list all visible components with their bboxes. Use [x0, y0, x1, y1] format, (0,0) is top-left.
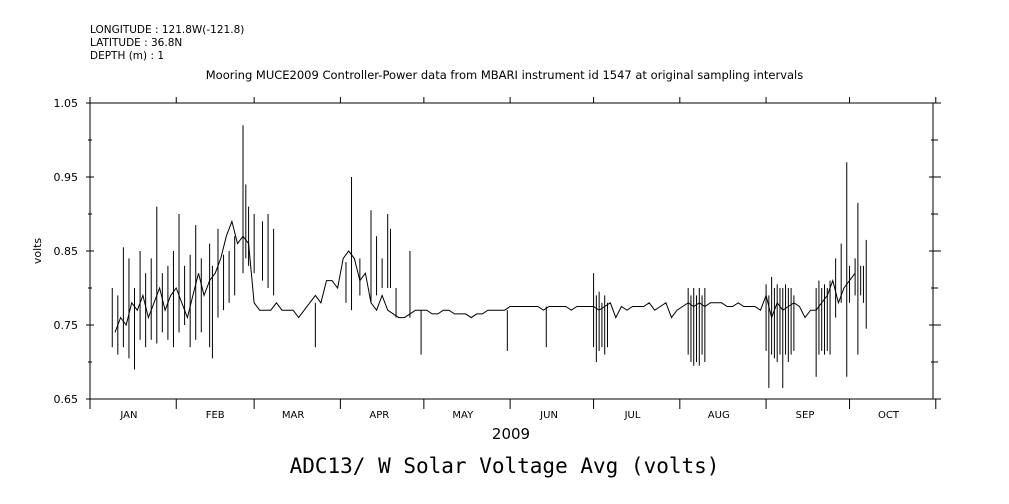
y-tick-label: 0.65 — [54, 393, 79, 406]
x-tick-label: MAY — [452, 410, 474, 421]
x-tick-label: MAR — [282, 410, 304, 421]
x-tick-label: JUN — [539, 410, 558, 421]
depth-label: DEPTH (m) : 1 — [90, 50, 165, 62]
series-group — [111, 125, 867, 388]
y-tick-label: 0.85 — [54, 245, 79, 258]
y-axis: 0.65 0.75 0.85 0.95 1.05 — [54, 97, 941, 406]
y-tick-label: 0.95 — [54, 171, 79, 184]
x-tick-label: AUG — [708, 410, 730, 421]
variable-caption: ADC13/ W Solar Voltage Avg (volts) — [289, 454, 720, 478]
plot-title: Mooring MUCE2009 Controller-Power data f… — [205, 68, 804, 82]
x-tick-label: FEB — [206, 410, 225, 421]
x-axis: JAN FEB MAR APR MAY JUN JUL AUG SEP OCT — [89, 97, 937, 421]
latitude-label: LATITUDE : 36.8N — [90, 37, 183, 49]
x-axis-label: 2009 — [492, 425, 530, 443]
x-tick-label: JUL — [624, 410, 641, 421]
y-axis-label: volts — [31, 238, 44, 265]
x-tick-label: APR — [369, 410, 389, 421]
y-tick-label: 1.05 — [54, 97, 79, 110]
longitude-label: LONGITUDE : 121.8W(-121.8) — [90, 24, 245, 36]
series-line — [114, 219, 856, 333]
y-tick-label: 0.75 — [54, 319, 79, 332]
x-tick-label: JAN — [119, 410, 137, 421]
x-tick-label: SEP — [796, 410, 815, 421]
x-tick-label: OCT — [878, 410, 900, 421]
plot-frame — [89, 102, 934, 400]
